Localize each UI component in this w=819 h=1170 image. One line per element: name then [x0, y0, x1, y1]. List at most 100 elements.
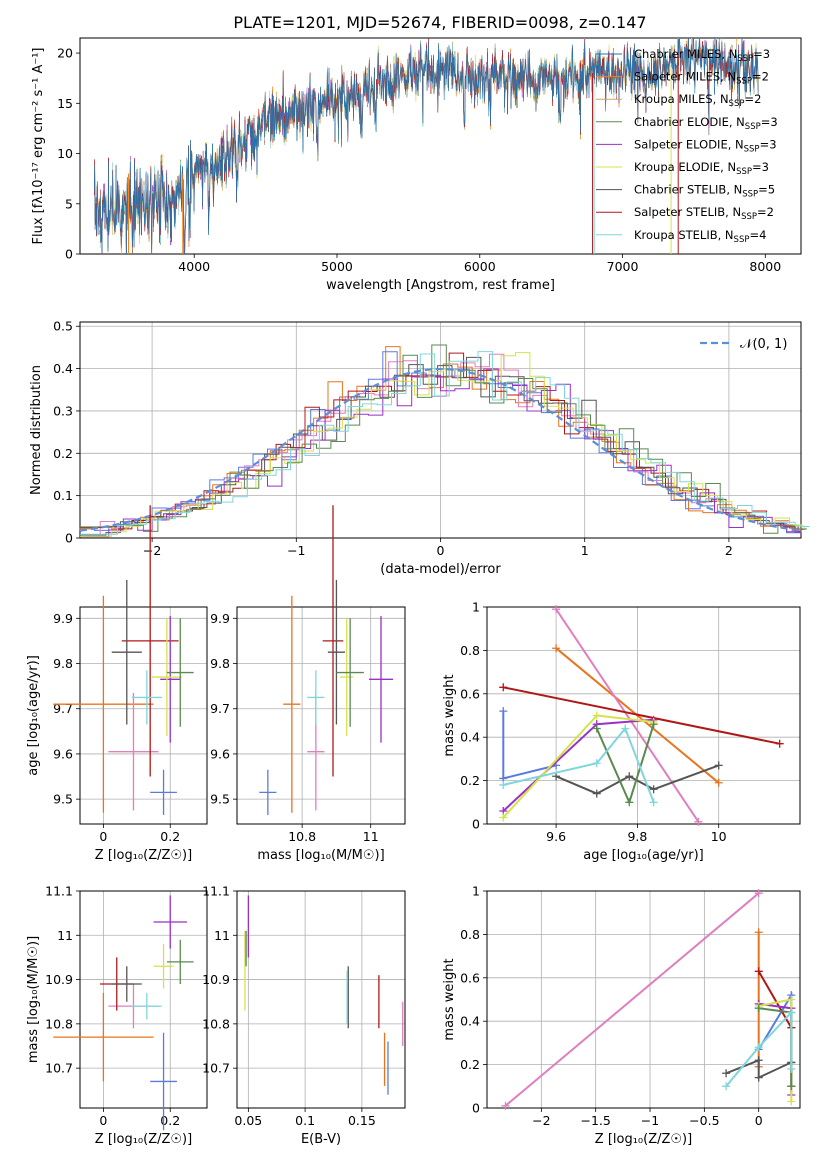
- y-tick-label: 9.8: [53, 656, 73, 671]
- weight-marker: [754, 1073, 763, 1082]
- weight-marker: [787, 1097, 796, 1106]
- x-tick-label: 10.8: [288, 829, 316, 844]
- x-axis-label: wavelength [Angstrom, rest frame]: [326, 278, 555, 293]
- x-axis-label: Z [log₁₀(Z/Z☉)]: [595, 1132, 692, 1147]
- y-tick-label: 1: [472, 600, 480, 615]
- x-axis-label: (data-model)/error: [380, 562, 501, 577]
- y-tick-label: 9.5: [210, 792, 230, 807]
- axes-frame: [236, 606, 406, 825]
- legend-label: Chabrier STELIB, NSSP=5: [634, 183, 775, 200]
- weight-marker: [714, 761, 723, 770]
- weight-marker: [722, 1069, 731, 1078]
- weight-marker: [649, 785, 658, 794]
- y-tick-label: 10.8: [45, 1016, 73, 1031]
- y-tick-label: 0.2: [460, 773, 480, 788]
- weight-marker: [775, 739, 784, 748]
- x-tick-label: 11: [363, 829, 379, 844]
- y-tick-label: 0.4: [53, 361, 73, 376]
- y-tick-label: 0.3: [53, 403, 73, 418]
- legend-label: 𝒩(0, 1): [740, 337, 787, 352]
- x-tick-label: −1: [287, 543, 305, 558]
- age-vs-mass-panel: 10.8 11 9.5 9.6 9.7 9.8 9.9 mass [log₁₀(M/M☉)]: [210, 505, 406, 863]
- figure-title: PLATE=1201, MJD=52674, FIBERID=0098, z=0…: [233, 13, 646, 32]
- y-tick-label: 9.6: [210, 746, 230, 761]
- axes-frame: [486, 606, 801, 825]
- weight-marker: [787, 1082, 796, 1091]
- weight-marker: [787, 995, 796, 1004]
- x-tick-label: −2: [532, 1113, 550, 1128]
- weight-marker: [754, 889, 763, 898]
- weight-series-2: [555, 608, 700, 823]
- x-axis-label: age [log₁₀(age/yr)]: [583, 848, 704, 863]
- weight-marker: [592, 759, 601, 768]
- weight-series-8: [725, 1009, 793, 1087]
- weight-marker: [501, 1101, 510, 1110]
- y-tick-label: 0.5: [53, 319, 73, 334]
- weight-marker: [625, 772, 634, 781]
- y-tick-label: 10.7: [45, 1061, 73, 1076]
- histogram-series-8: [79, 351, 810, 535]
- x-tick-label: 0: [99, 1113, 107, 1128]
- y-tick-label: 10.7: [202, 1061, 230, 1076]
- y-tick-label: 0.8: [460, 643, 480, 658]
- gaussian-curve: [79, 367, 802, 532]
- x-tick-label: −2: [143, 543, 161, 558]
- mass-vs-ebv-panel: 0.05 0.1 0.15 10.7 10.8 10.9 11 11.1 E(B-V): [202, 884, 406, 1147]
- legend-label: Kroupa STELIB, NSSP=4: [634, 228, 766, 245]
- axes-frame: [79, 37, 802, 255]
- weight-marker: [499, 707, 508, 716]
- weight-series-7: [595, 723, 655, 806]
- x-tick-label: 0: [437, 543, 445, 558]
- y-tick-label: 9.7: [53, 701, 73, 716]
- y-tick-label: 1: [472, 884, 480, 899]
- weight-marker: [649, 798, 658, 807]
- weight-marker: [754, 1043, 763, 1052]
- y-tick-label: 9.9: [53, 611, 73, 626]
- y-tick-label: 11.1: [45, 884, 73, 899]
- weight-marker: [754, 967, 763, 976]
- spectrum-panel: 4000 5000 6000 7000 8000 0 5 10 15 20 wavelength […: [31, 37, 802, 293]
- y-tick-label: 15: [57, 96, 73, 111]
- x-axis-label: Z [log₁₀(Z/Z☉)]: [95, 848, 192, 863]
- residuals-panel: −2 −1 0 1 2 0 0.1 0.2 0.3 0.4 0.5 (data-model)/erro…: [29, 319, 810, 577]
- legend-label: Salpeter MILES, NSSP=2: [634, 70, 769, 87]
- legend-label: Kroupa ELODIE, NSSP=3: [634, 160, 769, 177]
- y-tick-label: 11: [57, 928, 73, 943]
- x-tick-label: −1.5: [581, 1113, 611, 1128]
- x-tick-label: 5000: [321, 259, 353, 274]
- x-axis-label: E(B-V): [301, 1132, 341, 1147]
- legend-label: Salpeter ELODIE, NSSP=3: [634, 137, 777, 154]
- y-tick-label: 0: [472, 1101, 480, 1116]
- y-axis-label: mass weight: [442, 958, 457, 1040]
- weight-marker: [499, 780, 508, 789]
- mass-vs-Z-panel: 0 0.2 10.7 10.8 10.9 11 11.1 Z [log₁₀(Z/Z☉)] mas…: [26, 884, 208, 1147]
- x-tick-label: 8000: [749, 259, 781, 274]
- age-vs-Z-panel: 0 0.2 9.5 9.6 9.7 9.8 9.9 Z [log₁₀(Z/Z☉)] age [l…: [26, 505, 208, 863]
- spectrum-series-0: [94, 38, 759, 254]
- x-tick-label: 9.8: [627, 829, 647, 844]
- weight-vs-age-panel: 9.6 9.8 10 0 0.2 0.4 0.6 0.8 1 age [log₁₀(age/yr)…: [442, 600, 801, 863]
- histogram-series-5: [79, 368, 802, 538]
- weight-marker: [787, 1008, 796, 1017]
- y-tick-label: 0.1: [53, 488, 73, 503]
- y-tick-label: 0.4: [460, 730, 480, 745]
- x-tick-label: 0.05: [234, 1113, 262, 1128]
- x-tick-label: 0: [755, 1113, 763, 1128]
- y-tick-label: 0.8: [460, 927, 480, 942]
- x-tick-label: 0.15: [348, 1113, 376, 1128]
- y-tick-label: 0: [472, 817, 480, 832]
- x-tick-label: −0.5: [689, 1113, 719, 1128]
- y-tick-label: 11: [214, 928, 230, 943]
- x-tick-label: 7000: [607, 259, 639, 274]
- weight-series-2: [504, 892, 760, 1107]
- y-tick-label: 9.9: [210, 611, 230, 626]
- histogram-series-1: [79, 346, 801, 530]
- y-tick-label: 0.4: [460, 1014, 480, 1029]
- weight-marker: [754, 928, 763, 937]
- weight-marker: [714, 778, 723, 787]
- x-tick-label: 0: [99, 829, 107, 844]
- x-tick-label: 1: [581, 543, 589, 558]
- y-tick-label: 0.2: [53, 446, 73, 461]
- x-axis-label: mass [log₁₀(M/M☉)]: [257, 848, 384, 863]
